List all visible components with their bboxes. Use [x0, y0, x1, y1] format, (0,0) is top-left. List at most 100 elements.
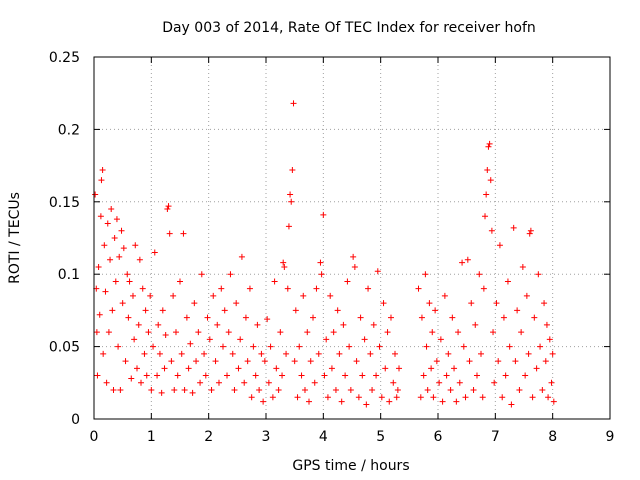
data-point — [550, 398, 557, 405]
data-point — [197, 379, 204, 386]
data-point — [161, 365, 168, 372]
data-point — [468, 300, 475, 307]
data-point — [313, 285, 320, 292]
data-point — [109, 307, 116, 314]
data-point — [476, 271, 483, 278]
data-point — [470, 387, 477, 394]
data-point — [304, 329, 311, 336]
data-point — [311, 379, 318, 386]
data-point — [355, 394, 362, 401]
data-point — [466, 358, 473, 365]
data-point — [101, 242, 108, 249]
data-point — [201, 350, 208, 357]
data-point — [94, 372, 101, 379]
data-point — [139, 285, 146, 292]
data-point — [502, 372, 509, 379]
data-point — [280, 259, 287, 266]
data-point — [342, 372, 349, 379]
data-point — [310, 314, 317, 321]
data-point — [460, 343, 467, 350]
data-point — [218, 285, 225, 292]
data-point — [113, 216, 120, 223]
data-point — [124, 271, 131, 278]
data-point — [321, 372, 328, 379]
data-point — [171, 387, 178, 394]
data-point — [256, 387, 263, 394]
data-point — [516, 387, 523, 394]
data-point — [193, 358, 200, 365]
x-tick-label: 6 — [434, 429, 443, 445]
data-point — [273, 365, 280, 372]
data-point — [301, 387, 308, 394]
data-point — [181, 387, 188, 394]
data-point — [97, 213, 104, 220]
data-point — [380, 300, 387, 307]
data-point — [451, 365, 458, 372]
data-point — [542, 358, 549, 365]
data-point — [437, 336, 444, 343]
data-point — [198, 271, 205, 278]
data-point — [187, 340, 194, 347]
data-point — [95, 263, 102, 270]
chart-title: Day 003 of 2014, Rate Of TEC Index for r… — [162, 20, 536, 36]
data-point — [159, 307, 166, 314]
data-point — [145, 329, 152, 336]
data-point — [473, 372, 480, 379]
data-point — [361, 336, 368, 343]
data-point — [290, 100, 297, 107]
data-point — [443, 372, 450, 379]
data-point — [208, 387, 215, 394]
data-point — [455, 329, 462, 336]
data-point — [142, 307, 149, 314]
data-point — [103, 379, 110, 386]
data-point — [384, 329, 391, 336]
data-point — [445, 350, 452, 357]
data-point — [347, 387, 354, 394]
data-point — [202, 372, 209, 379]
data-point — [464, 256, 471, 263]
data-point — [254, 321, 261, 328]
data-point — [237, 336, 244, 343]
data-point — [162, 332, 169, 339]
data-point — [158, 389, 165, 396]
data-point — [154, 372, 161, 379]
data-point — [271, 278, 278, 285]
data-point — [359, 372, 366, 379]
data-point — [264, 316, 271, 323]
data-point — [441, 292, 448, 299]
data-point — [318, 271, 325, 278]
data-point — [495, 358, 502, 365]
data-point — [261, 358, 268, 365]
data-point — [370, 321, 377, 328]
data-point — [510, 224, 517, 231]
data-point — [120, 245, 127, 252]
data-point — [518, 329, 525, 336]
data-point — [545, 394, 552, 401]
data-point — [449, 314, 456, 321]
data-point — [147, 292, 154, 299]
data-point — [334, 307, 341, 314]
data-point — [369, 387, 376, 394]
data-point — [330, 329, 337, 336]
data-point — [206, 336, 213, 343]
data-point — [122, 358, 129, 365]
data-point — [548, 379, 555, 386]
grid-lines — [94, 57, 610, 419]
data-point — [166, 230, 173, 237]
data-point — [298, 372, 305, 379]
data-point — [432, 307, 439, 314]
data-point — [138, 379, 145, 386]
data-point — [178, 350, 185, 357]
data-point — [393, 394, 400, 401]
data-point — [529, 394, 536, 401]
data-point — [499, 394, 506, 401]
data-point — [506, 343, 513, 350]
data-point — [420, 372, 427, 379]
data-point — [99, 166, 106, 173]
y-axis-label: ROTI / TECUs — [7, 192, 23, 284]
data-point — [483, 191, 490, 198]
data-point — [508, 401, 515, 408]
data-point — [346, 343, 353, 350]
data-point — [472, 321, 479, 328]
